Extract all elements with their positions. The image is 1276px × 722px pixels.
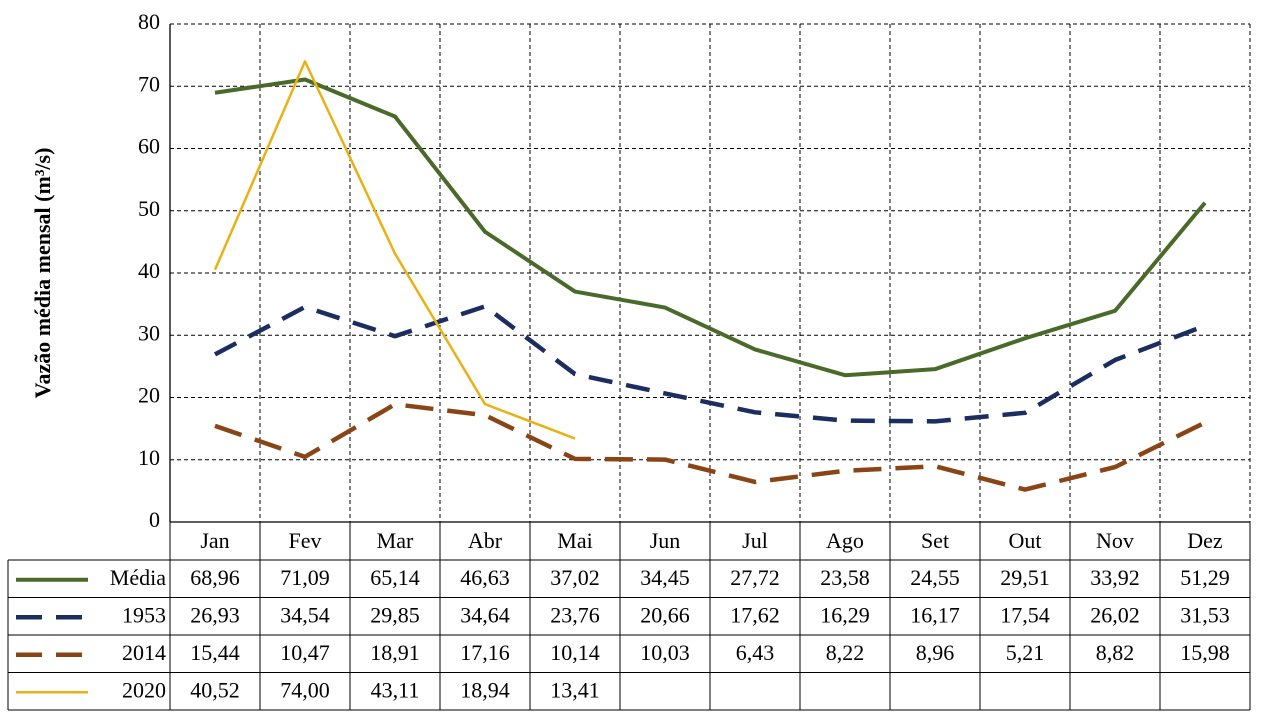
table-value: 20,66 <box>640 602 690 627</box>
table-value: 29,51 <box>1000 565 1050 590</box>
table-value: 65,14 <box>370 565 420 590</box>
table-value: 29,85 <box>370 602 420 627</box>
table-value: 40,52 <box>190 677 240 702</box>
table-value: 31,53 <box>1180 602 1230 627</box>
x-tick-label: Mar <box>377 528 414 553</box>
x-tick-label: Ago <box>826 528 864 553</box>
y-tick-label: 40 <box>138 258 160 283</box>
table-value: 34,54 <box>280 602 330 627</box>
y-tick-label: 10 <box>138 445 160 470</box>
table-value: 43,11 <box>371 677 420 702</box>
y-tick-label: 80 <box>138 9 160 34</box>
table-value: 68,96 <box>190 565 240 590</box>
y-axis-title: Vazão média mensal (m³/s) <box>30 148 55 399</box>
x-tick-label: Dez <box>1187 528 1223 553</box>
table-value: 5,21 <box>1006 640 1045 665</box>
table-value: 51,29 <box>1180 565 1230 590</box>
table-value: 8,22 <box>826 640 865 665</box>
table-value: 34,64 <box>460 602 510 627</box>
x-tick-label: Set <box>921 528 949 553</box>
table-value: 15,44 <box>190 640 240 665</box>
table-value: 17,62 <box>730 602 780 627</box>
table-value: 17,54 <box>1000 602 1050 627</box>
y-tick-label: 30 <box>138 320 160 345</box>
table-value: 26,93 <box>190 602 240 627</box>
x-tick-label: Fev <box>289 528 322 553</box>
table-value: 10,14 <box>550 640 600 665</box>
table-value: 16,29 <box>820 602 870 627</box>
x-tick-label: Mai <box>557 528 592 553</box>
y-tick-label: 60 <box>138 134 160 159</box>
series-line <box>213 60 576 440</box>
table-value: 24,55 <box>910 565 960 590</box>
table-value: 16,17 <box>910 602 960 627</box>
y-tick-label: 50 <box>138 196 160 221</box>
table-value: 13,41 <box>550 677 600 702</box>
table-value: 18,94 <box>460 677 510 702</box>
table-value: 37,02 <box>550 565 600 590</box>
table-value: 71,09 <box>280 565 330 590</box>
table-value: 17,16 <box>460 640 510 665</box>
table-value: 18,91 <box>370 640 420 665</box>
table-value: 10,03 <box>640 640 690 665</box>
table-value: 23,76 <box>550 602 600 627</box>
y-tick-label: 0 <box>149 507 160 532</box>
table-value: 46,63 <box>460 565 510 590</box>
x-tick-label: Jan <box>200 528 229 553</box>
series-line <box>214 77 1207 378</box>
x-tick-label: Out <box>1009 528 1042 553</box>
legend-label: 2014 <box>122 640 166 665</box>
table-value: 34,45 <box>640 565 690 590</box>
series-line <box>213 304 1206 424</box>
legend-label: 1953 <box>122 602 166 627</box>
table-value: 10,47 <box>280 640 330 665</box>
x-tick-label: Jun <box>650 528 681 553</box>
table-value: 26,02 <box>1090 602 1140 627</box>
legend-label: 2020 <box>122 677 166 702</box>
legend-label: Média <box>110 565 166 590</box>
x-tick-label: Jul <box>742 528 768 553</box>
table-value: 6,43 <box>736 640 775 665</box>
x-tick-label: Nov <box>1096 528 1134 553</box>
table-value: 23,58 <box>820 565 870 590</box>
x-tick-label: Abr <box>468 528 503 553</box>
table-value: 8,96 <box>916 640 955 665</box>
y-tick-label: 20 <box>138 383 160 408</box>
series-line <box>214 402 1206 492</box>
table-value: 27,72 <box>730 565 780 590</box>
table-value: 15,98 <box>1180 640 1230 665</box>
table-value: 8,82 <box>1096 640 1135 665</box>
table-value: 33,92 <box>1090 565 1140 590</box>
y-tick-label: 70 <box>138 71 160 96</box>
table-value: 74,00 <box>280 677 330 702</box>
